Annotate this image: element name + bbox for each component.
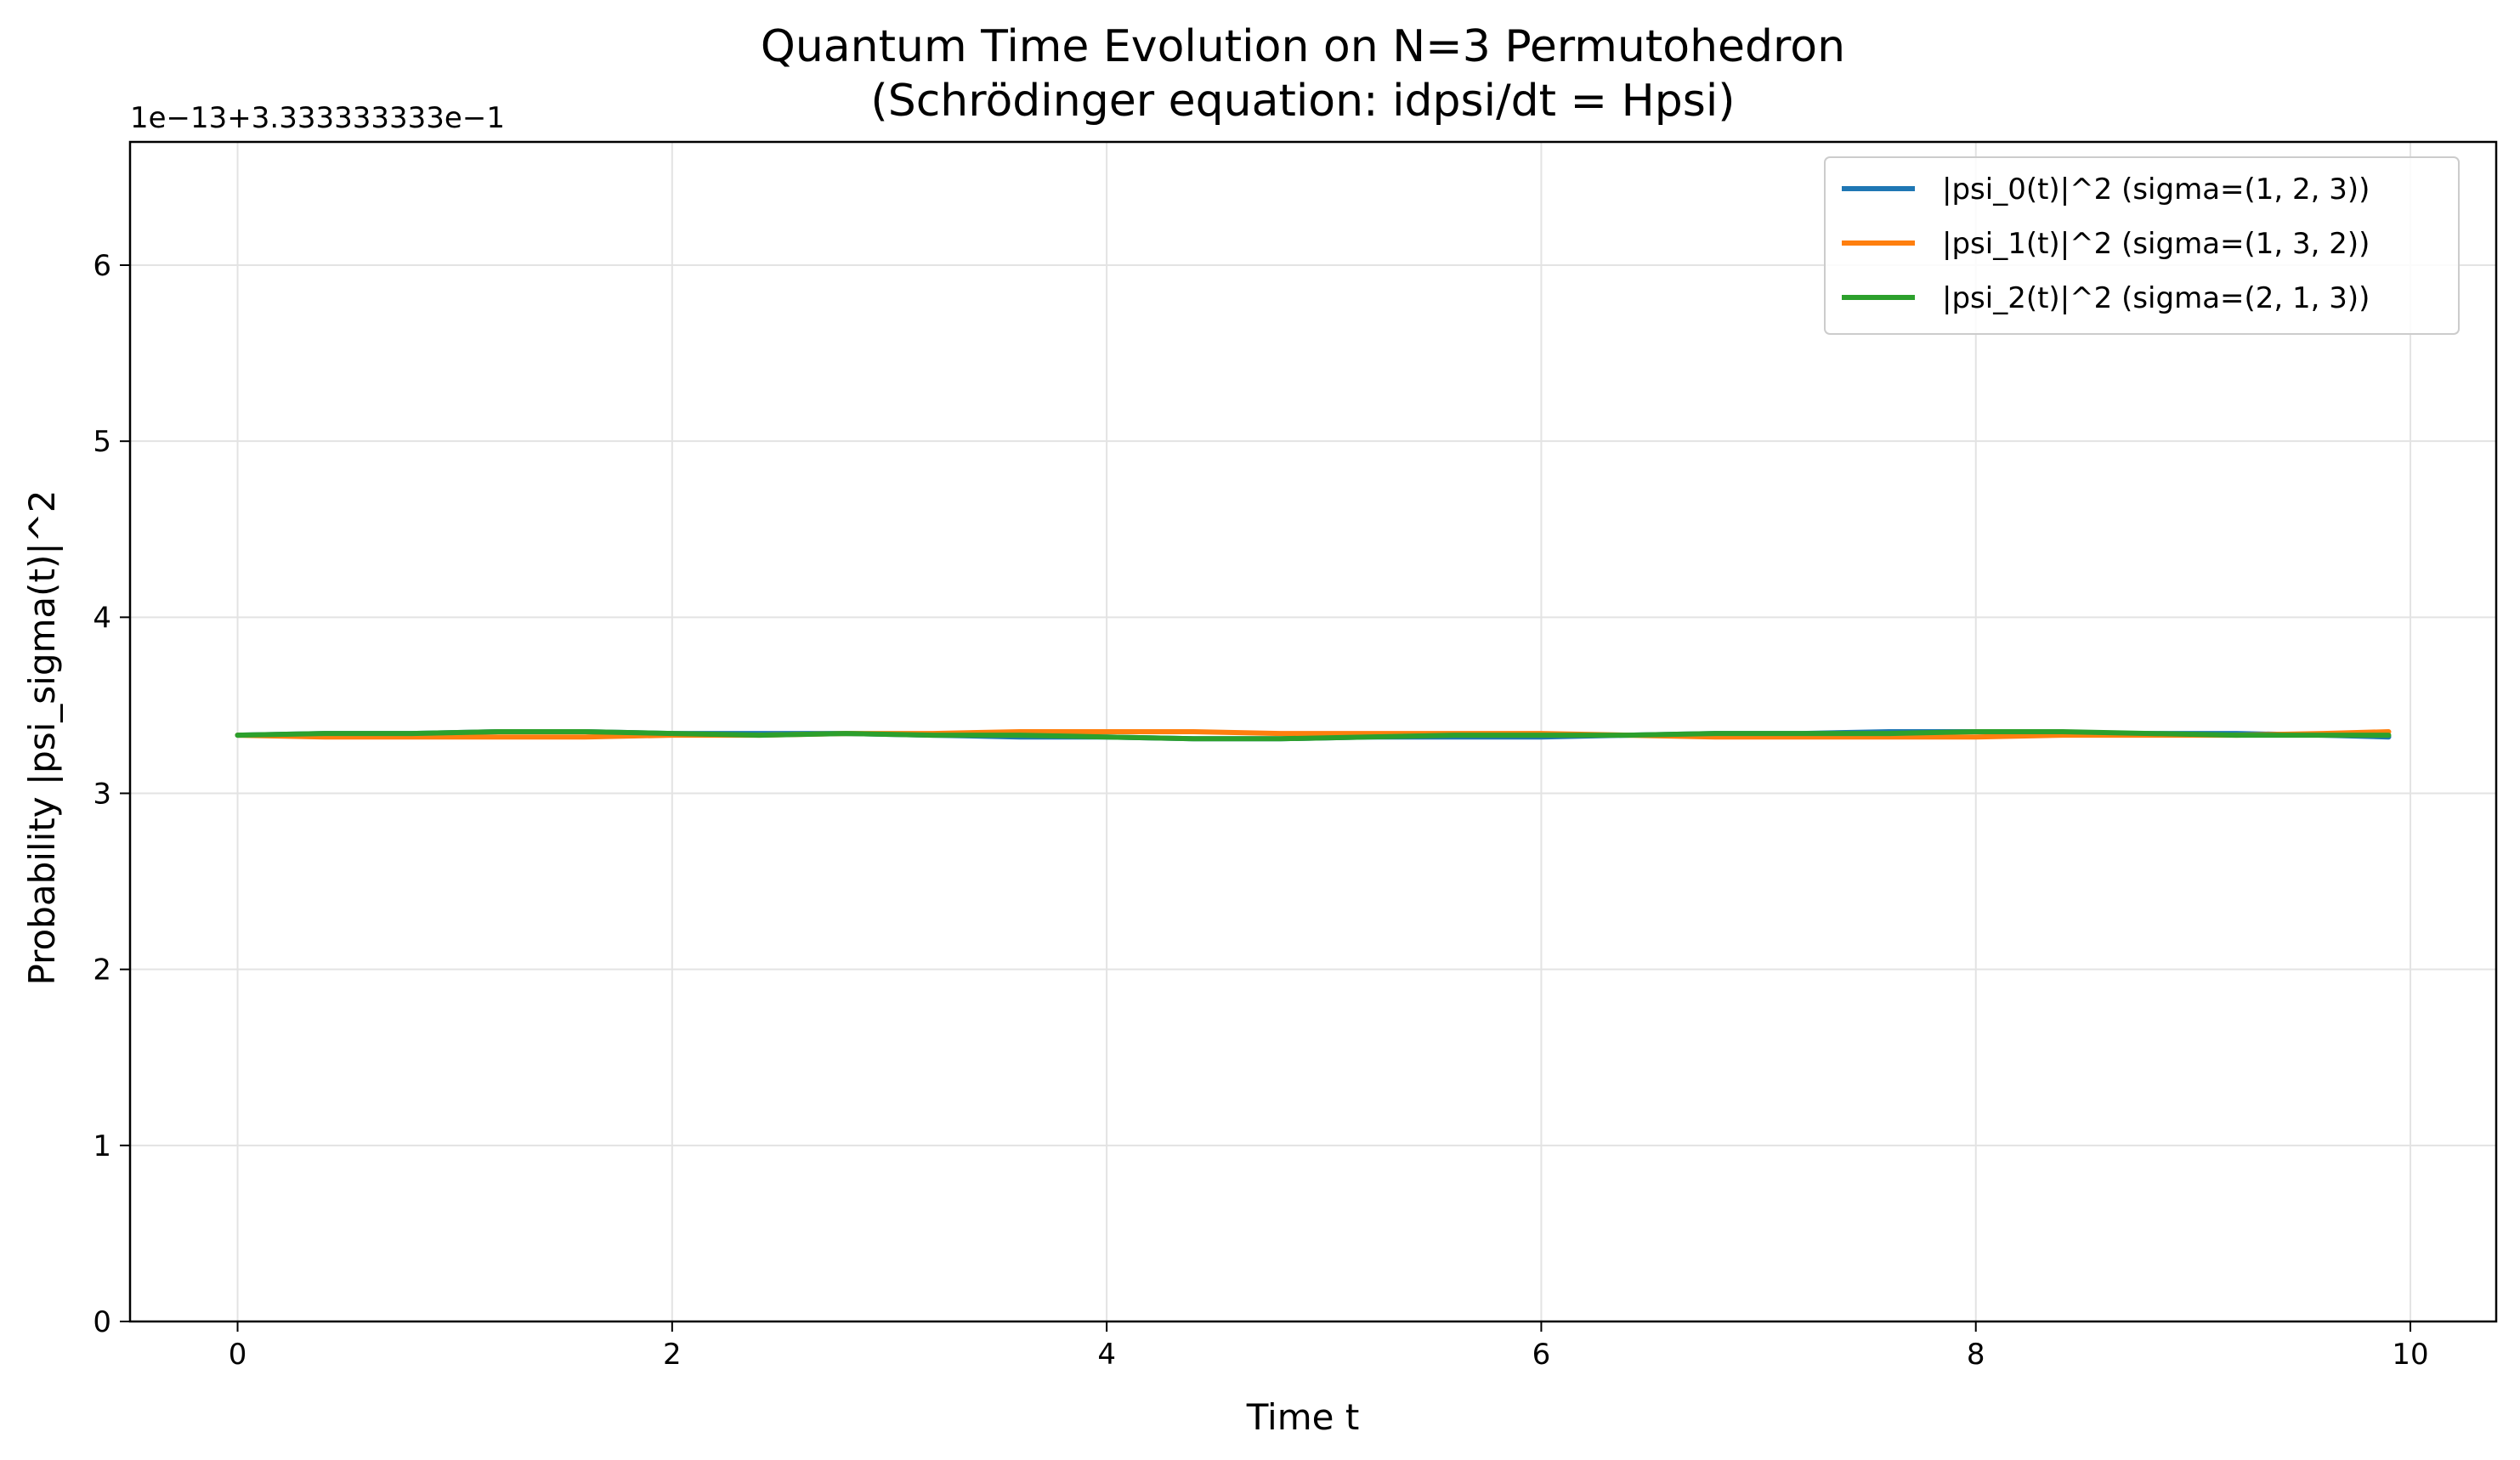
x-tick-label: 6 xyxy=(1532,1338,1551,1372)
legend-label-0: |psi_0(t)|^2 (sigma=(1, 2, 3)) xyxy=(1942,173,2370,207)
y-tick-label: 3 xyxy=(93,778,111,812)
y-tick-label: 2 xyxy=(93,954,111,987)
x-tick-label: 8 xyxy=(1967,1338,1985,1372)
y-offset-text: 1e−13+3.333333333e−1 xyxy=(130,101,505,135)
y-tick-label: 0 xyxy=(93,1305,111,1339)
x-axis-label: Time t xyxy=(1246,1396,1360,1438)
x-tick-label: 4 xyxy=(1097,1338,1116,1372)
legend-label-1: |psi_1(t)|^2 (sigma=(1, 3, 2)) xyxy=(1942,227,2370,261)
chart-subtitle: (Schrödinger equation: idpsi/dt = Hpsi) xyxy=(870,76,1735,127)
legend: |psi_0(t)|^2 (sigma=(1, 2, 3)) |psi_1(t)|… xyxy=(1824,156,2460,335)
x-tick-label: 0 xyxy=(229,1338,247,1372)
x-axis: 0 2 4 6 8 10 xyxy=(229,1321,2429,1372)
x-tick-label: 10 xyxy=(2392,1338,2428,1372)
y-tick-label: 5 xyxy=(93,425,111,459)
y-axis-label: Probability |psi_sigma(t)|^2 xyxy=(21,490,63,986)
plot-frame xyxy=(128,140,2498,1323)
y-tick-label: 1 xyxy=(93,1129,111,1163)
y-axis: 0 1 2 3 4 5 6 xyxy=(93,249,130,1339)
y-tick-label: 4 xyxy=(93,601,111,635)
legend-box xyxy=(1824,156,2460,335)
series-line-2 xyxy=(235,729,2392,742)
x-tick-label: 2 xyxy=(663,1338,682,1372)
chart-title: Quantum Time Evolution on N=3 Permutohed… xyxy=(761,21,1845,72)
series-line-1 xyxy=(235,729,2392,740)
legend-label-2: |psi_2(t)|^2 (sigma=(2, 1, 3)) xyxy=(1942,281,2370,315)
series-lines xyxy=(235,729,2392,742)
y-tick-label: 6 xyxy=(93,249,111,283)
